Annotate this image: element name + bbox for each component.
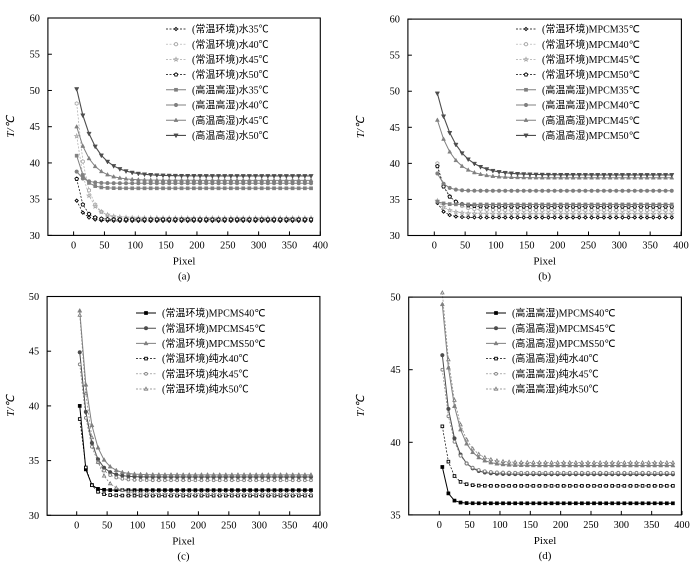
svg-text:45: 45 [390, 123, 400, 134]
svg-text:100: 100 [130, 520, 145, 531]
svg-text:(常温环境)水35℃: (常温环境)水35℃ [192, 23, 269, 36]
svg-text:Pixel: Pixel [173, 255, 196, 267]
svg-text:45: 45 [29, 347, 39, 358]
svg-text:350: 350 [282, 520, 297, 531]
svg-text:(高温高湿)MPCMS50℃: (高温高湿)MPCMS50℃ [512, 337, 615, 350]
svg-text:(高温高湿)MPCM40℃: (高温高湿)MPCM40℃ [542, 99, 640, 112]
svg-text:300: 300 [252, 520, 267, 531]
svg-text:45: 45 [30, 122, 40, 133]
svg-text:300: 300 [612, 241, 627, 252]
svg-text:50: 50 [390, 293, 400, 304]
svg-text:400: 400 [674, 520, 689, 531]
svg-text:0: 0 [432, 241, 437, 252]
svg-text:30: 30 [30, 231, 40, 242]
svg-text:(c): (c) [177, 550, 190, 562]
svg-text:35: 35 [29, 456, 39, 467]
svg-text:250: 250 [583, 520, 598, 531]
svg-text:(高温高湿)纯水45℃: (高温高湿)纯水45℃ [512, 367, 599, 380]
svg-text:50: 50 [30, 86, 40, 97]
svg-text:300: 300 [614, 520, 629, 531]
svg-text:250: 250 [581, 241, 596, 252]
svg-text:(常温环境)纯水45℃: (常温环境)纯水45℃ [162, 367, 249, 380]
svg-text:(常温环境)MPCM40℃: (常温环境)MPCM40℃ [542, 38, 640, 51]
svg-text:(常温环境)MPCMS40℃: (常温环境)MPCMS40℃ [162, 307, 265, 320]
svg-text:300: 300 [251, 240, 266, 251]
svg-text:35: 35 [390, 195, 400, 206]
svg-text:150: 150 [158, 240, 173, 251]
svg-text:400: 400 [673, 241, 688, 252]
svg-text:(高温高湿)MPCMS45℃: (高温高湿)MPCMS45℃ [512, 322, 615, 335]
svg-text:0: 0 [74, 520, 79, 531]
svg-text:(常温环境)水50℃: (常温环境)水50℃ [192, 68, 269, 81]
svg-text:(高温高湿)水40℃: (高温高湿)水40℃ [192, 99, 269, 112]
svg-text:0: 0 [71, 240, 76, 251]
svg-text:(高温高湿)MPCM45℃: (高温高湿)MPCM45℃ [542, 114, 640, 127]
svg-text:(a): (a) [178, 270, 191, 282]
svg-text:50: 50 [460, 241, 470, 252]
svg-text:(高温高湿)MPCMS40℃: (高温高湿)MPCMS40℃ [512, 307, 615, 320]
svg-text:T/℃: T/℃ [5, 393, 17, 416]
svg-text:(高温高湿)纯水50℃: (高温高湿)纯水50℃ [512, 383, 599, 396]
svg-text:50: 50 [29, 292, 39, 303]
svg-text:30: 30 [29, 511, 39, 522]
svg-text:(高温高湿)水45℃: (高温高湿)水45℃ [192, 114, 269, 127]
svg-text:(b): (b) [538, 271, 551, 283]
svg-text:T/℃: T/℃ [355, 394, 367, 417]
svg-text:(常温环境)MPCMS45℃: (常温环境)MPCMS45℃ [162, 322, 265, 335]
svg-text:(高温高湿)纯水40℃: (高温高湿)纯水40℃ [512, 352, 599, 365]
svg-text:Pixel: Pixel [533, 256, 556, 268]
svg-text:200: 200 [553, 520, 568, 531]
svg-text:250: 250 [221, 520, 236, 531]
svg-text:150: 150 [519, 241, 534, 252]
svg-text:350: 350 [642, 241, 657, 252]
svg-text:200: 200 [550, 241, 565, 252]
svg-text:100: 100 [492, 520, 507, 531]
svg-text:Pixel: Pixel [534, 535, 557, 547]
svg-text:40: 40 [29, 401, 39, 412]
svg-text:50: 50 [102, 520, 112, 531]
svg-text:50: 50 [390, 87, 400, 98]
svg-text:60: 60 [30, 14, 40, 25]
svg-text:40: 40 [390, 159, 400, 170]
svg-text:400: 400 [312, 520, 327, 531]
svg-text:55: 55 [30, 50, 40, 61]
svg-text:60: 60 [390, 15, 400, 26]
svg-text:(高温高湿)水35℃: (高温高湿)水35℃ [192, 83, 269, 96]
svg-text:(常温环境)纯水50℃: (常温环境)纯水50℃ [162, 383, 249, 396]
svg-text:30: 30 [390, 231, 400, 242]
svg-text:50: 50 [99, 240, 109, 251]
svg-text:50: 50 [464, 520, 474, 531]
svg-text:(常温环境)MPCMS50℃: (常温环境)MPCMS50℃ [162, 337, 265, 350]
svg-text:100: 100 [128, 240, 143, 251]
svg-text:40: 40 [30, 158, 40, 169]
svg-text:45: 45 [390, 365, 400, 376]
svg-text:35: 35 [30, 195, 40, 206]
svg-text:200: 200 [189, 240, 204, 251]
svg-text:T/℃: T/℃ [355, 115, 367, 138]
svg-text:(常温环境)MPCM35℃: (常温环境)MPCM35℃ [542, 23, 640, 36]
svg-text:35: 35 [390, 510, 400, 521]
svg-text:(常温环境)MPCM45℃: (常温环境)MPCM45℃ [542, 53, 640, 66]
svg-text:(d): (d) [539, 550, 552, 562]
svg-text:100: 100 [488, 241, 503, 252]
svg-text:(高温高湿)MPCM50℃: (高温高湿)MPCM50℃ [542, 129, 640, 142]
svg-text:(常温环境)水45℃: (常温环境)水45℃ [192, 53, 269, 66]
svg-text:(高温高湿)水50℃: (高温高湿)水50℃ [192, 129, 269, 142]
svg-text:(常温环境)MPCM50℃: (常温环境)MPCM50℃ [542, 68, 640, 81]
svg-text:0: 0 [437, 520, 442, 531]
svg-text:Pixel: Pixel [172, 535, 195, 547]
svg-text:40: 40 [390, 438, 400, 449]
svg-text:400: 400 [313, 240, 328, 251]
svg-text:200: 200 [191, 520, 206, 531]
svg-text:150: 150 [160, 520, 175, 531]
svg-text:55: 55 [390, 51, 400, 62]
svg-text:(高温高湿)MPCM35℃: (高温高湿)MPCM35℃ [542, 83, 640, 96]
svg-text:(常温环境)水40℃: (常温环境)水40℃ [192, 38, 269, 51]
svg-text:350: 350 [282, 240, 297, 251]
svg-text:350: 350 [644, 520, 659, 531]
svg-text:250: 250 [220, 240, 235, 251]
svg-text:(常温环境)纯水40℃: (常温环境)纯水40℃ [162, 352, 249, 365]
svg-text:150: 150 [523, 520, 538, 531]
svg-text:T/℃: T/℃ [5, 114, 17, 137]
